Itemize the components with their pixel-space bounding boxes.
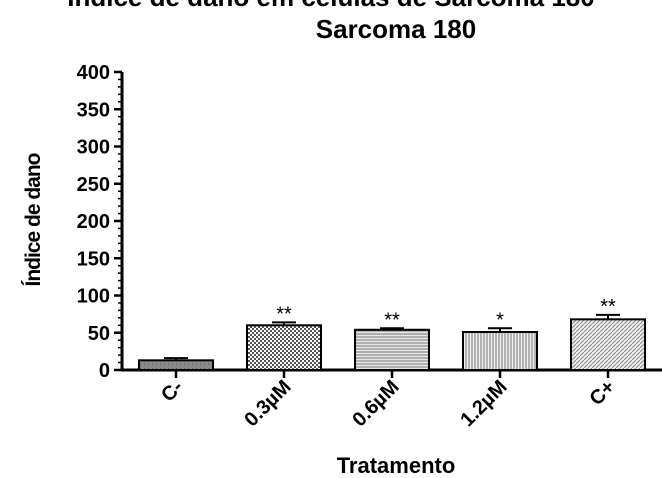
chart-top-title-clipped: Índice de dano em células de Sarcoma 180 [67,0,594,12]
bar [462,331,538,372]
x-tick-label: 0.3µM [240,376,295,431]
significance-label: ** [276,303,292,325]
x-tick-label: C+ [586,376,620,410]
y-axis-label: Índice de dano [22,153,45,286]
y-tick-label: 150 [77,248,110,270]
significance-label: ** [384,309,400,331]
x-tick-label: 0.6µM [348,376,403,431]
plot-area: 0 50 100 150 200 250 300 350 400 C- ** 0.3µM ** 0.6µM… [77,62,662,431]
x-tick-label: 1.2µM [456,376,511,431]
bar [570,318,646,371]
chart-title: Sarcoma 180 [316,14,476,44]
y-tick-label: 400 [77,62,110,84]
significance-label: * [496,309,504,331]
y-tick-label: 350 [77,99,110,121]
bar [246,324,322,371]
bar [138,359,214,372]
bar [354,328,430,371]
y-tick-label: 100 [77,286,110,308]
significance-label: ** [600,296,616,318]
y-tick-label: 0 [99,360,110,382]
y-tick-label: 200 [77,211,110,233]
x-tick-label: C- [157,376,187,406]
y-tick-label: 250 [77,174,110,196]
y-tick-label: 300 [77,137,110,159]
x-axis-label: Tratamento [337,453,456,478]
y-tick-label: 50 [88,323,110,345]
